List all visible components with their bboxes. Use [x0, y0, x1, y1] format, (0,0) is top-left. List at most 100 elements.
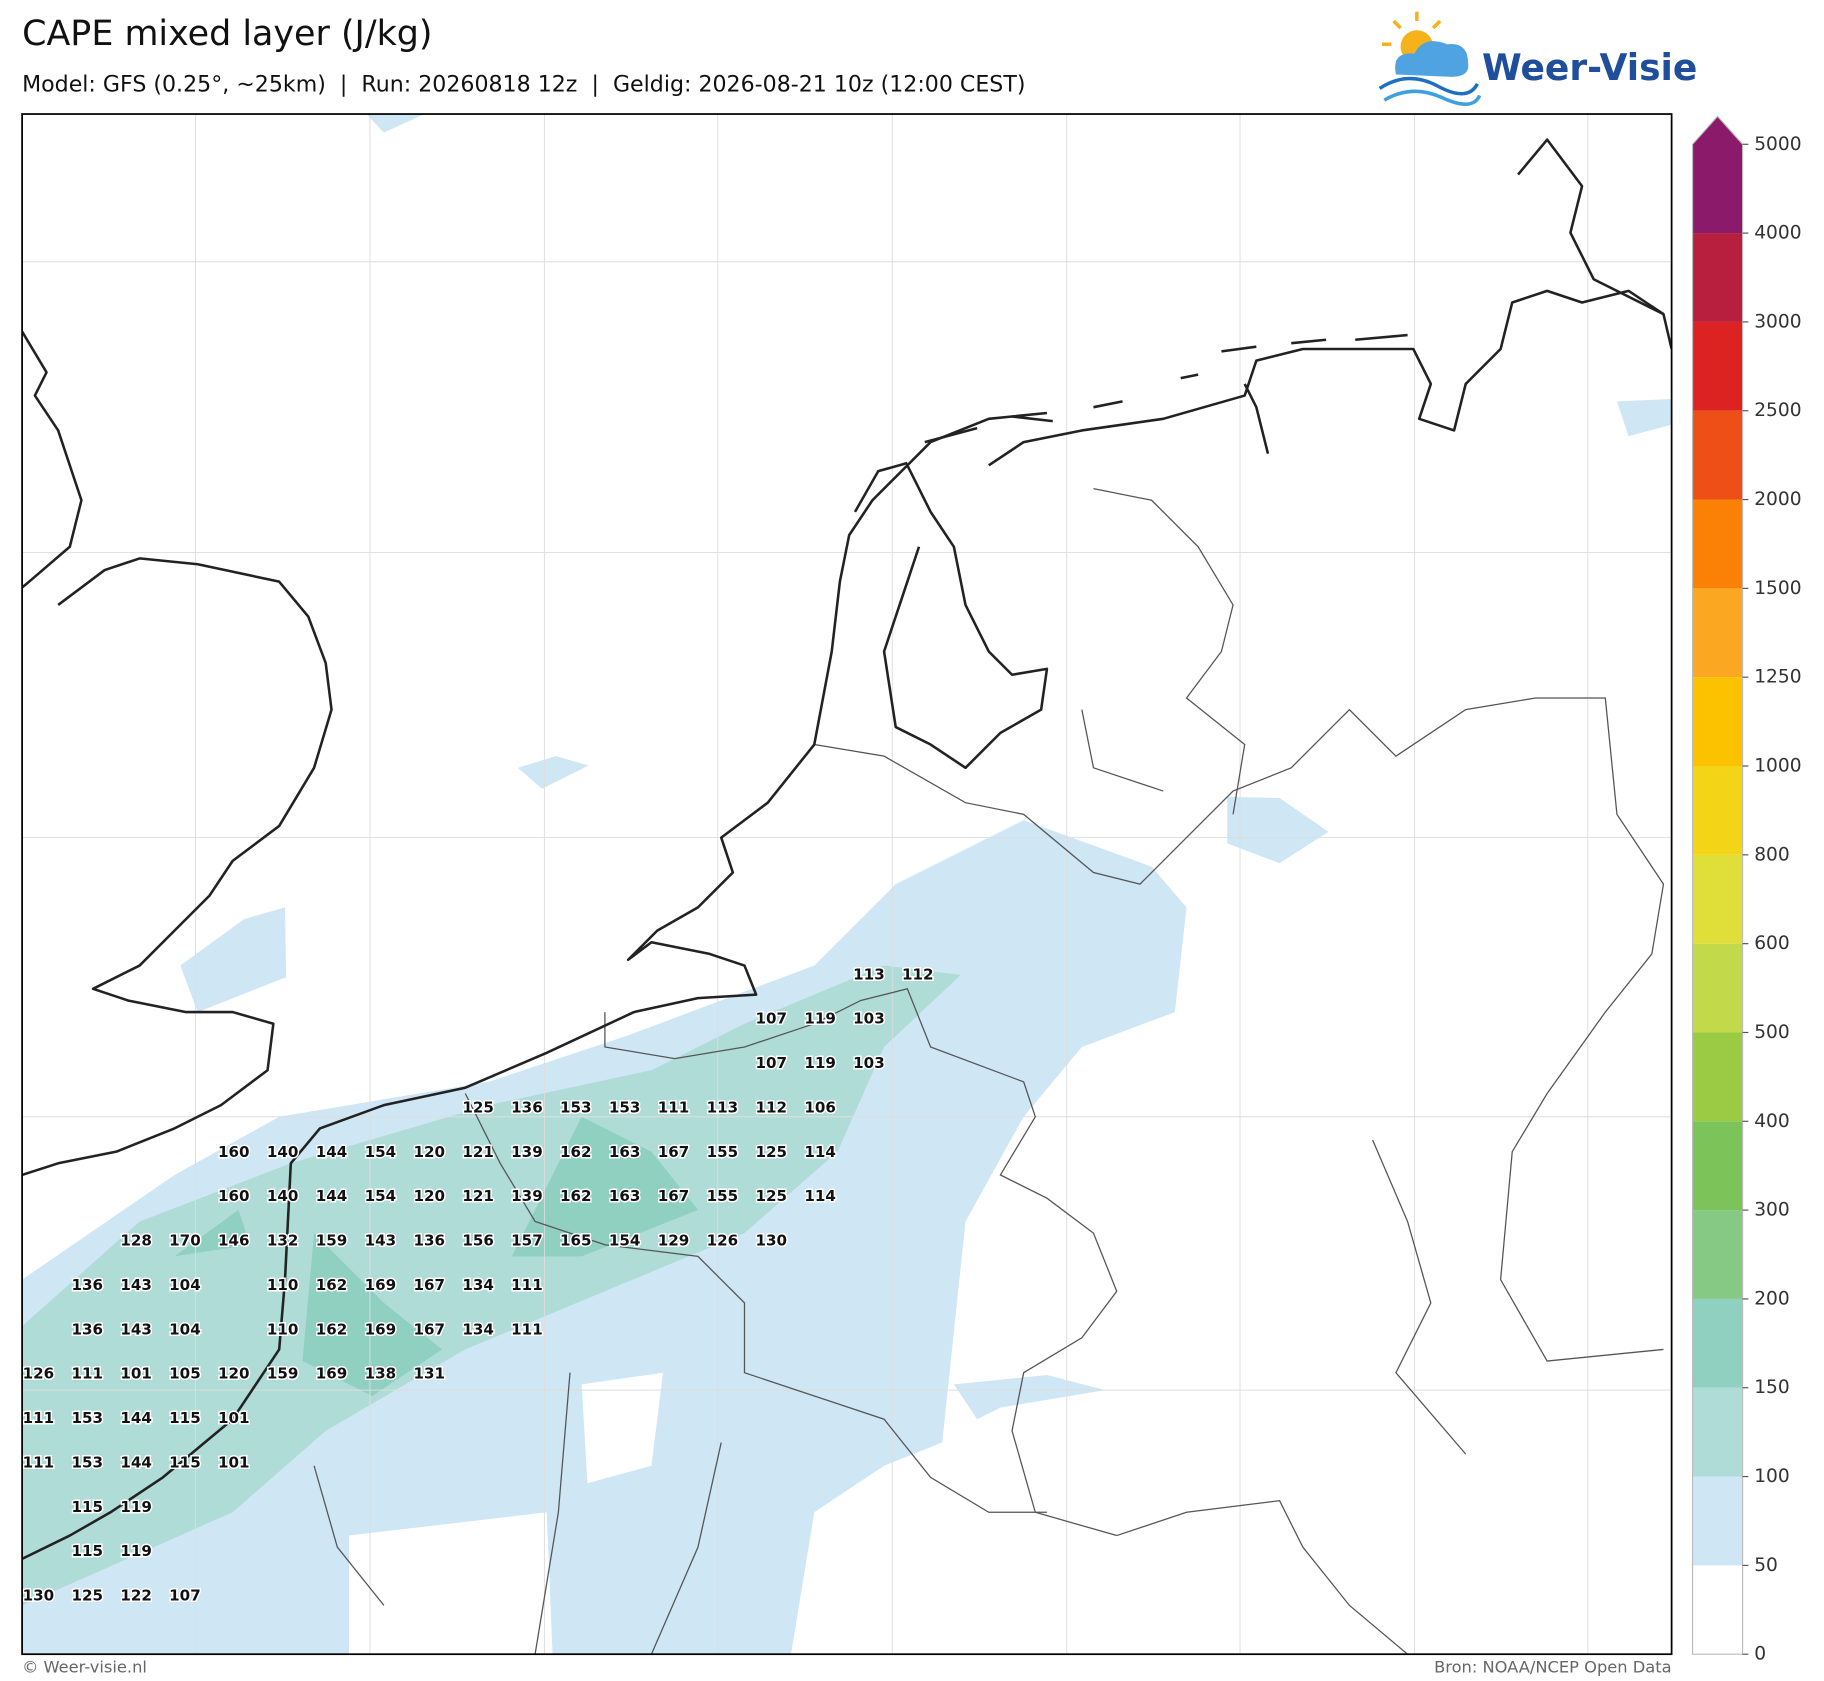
colorbar-outline	[1691, 115, 1744, 1655]
cape-value: 125	[755, 1187, 787, 1205]
cape-value: 169	[316, 1365, 348, 1383]
cape-value: 112	[755, 1098, 787, 1116]
coastlines	[22, 138, 1672, 1560]
cape-value: 163	[609, 1143, 641, 1161]
cape-value: 136	[511, 1098, 543, 1116]
cape-value: 155	[707, 1143, 739, 1161]
cape-value: 169	[365, 1276, 397, 1294]
colorbar: 0 50 100 150 200 300 400 500 600 800 1000 1250 1500 2…	[1691, 115, 1802, 1665]
cape-value: 162	[560, 1143, 592, 1161]
cape-value: 144	[120, 1453, 152, 1471]
colorbar-label: 2000	[1754, 489, 1801, 510]
cape-value: 134	[462, 1320, 494, 1338]
cape-value: 167	[658, 1187, 690, 1205]
cape-value: 126	[707, 1232, 739, 1250]
cape-value: 113	[853, 965, 885, 983]
cape-fill	[22, 114, 1672, 1655]
cape-value: 125	[71, 1586, 103, 1604]
logo-text: Weer-Visie	[1482, 47, 1697, 89]
cape-value: 121	[462, 1143, 494, 1161]
colorbar-segment	[1692, 1298, 1743, 1388]
borders	[313, 487, 1665, 1655]
subtitle: Model: GFS (0.25°, ~25km) | Run: 2026081…	[22, 71, 1025, 97]
cape-value: 113	[707, 1098, 739, 1116]
cape-value: 154	[365, 1187, 397, 1205]
cape-value: 134	[462, 1276, 494, 1294]
colorbar-label: 5000	[1754, 134, 1801, 155]
colorbar-label: 1500	[1754, 578, 1801, 599]
cape-value: 144	[120, 1409, 152, 1427]
cape-value: 170	[169, 1232, 201, 1250]
colorbar-segment	[1692, 943, 1743, 1033]
cape-value: 115	[169, 1409, 201, 1427]
cape-value: 162	[316, 1320, 348, 1338]
map-frame	[21, 113, 1673, 1656]
cape-value: 143	[365, 1232, 397, 1250]
colorbar-label: 3000	[1754, 311, 1801, 332]
cape-value: 144	[316, 1143, 348, 1161]
cape-value: 155	[707, 1187, 739, 1205]
cape-value: 103	[853, 1010, 885, 1028]
cape-value: 114	[804, 1187, 836, 1205]
colorbar-label: 800	[1754, 844, 1790, 865]
cape-value: 153	[71, 1409, 103, 1427]
colorbar-segment	[1692, 321, 1743, 411]
cape-value: 110	[267, 1320, 299, 1338]
cape-value: 169	[365, 1320, 397, 1338]
cape-value: 112	[902, 965, 934, 983]
copyright: © Weer-visie.nl	[22, 1658, 147, 1677]
cape-value: 140	[267, 1143, 299, 1161]
cape-value: 126	[23, 1365, 55, 1383]
colorbar-label: 300	[1754, 1200, 1790, 1221]
cape-value: 136	[71, 1320, 103, 1338]
value-labels: 113 112 107 119 103 107 119 103 125 136 153 153 111 1…	[22, 964, 935, 1606]
cape-value: 110	[267, 1276, 299, 1294]
colorbar-label: 200	[1754, 1288, 1790, 1309]
cape-value: 125	[755, 1143, 787, 1161]
colorbar-label: 4000	[1754, 223, 1801, 244]
logo-sun	[1381, 11, 1442, 46]
cape-value: 153	[71, 1453, 103, 1471]
colorbar-segment	[1692, 588, 1743, 678]
colorbar-label: 2500	[1754, 400, 1801, 421]
cape-value: 136	[71, 1276, 103, 1294]
cape-value: 165	[560, 1232, 592, 1250]
cape-value: 125	[462, 1098, 494, 1116]
cape-value: 104	[169, 1320, 201, 1338]
cape-value: 107	[755, 1010, 787, 1028]
title: CAPE mixed layer (J/kg)	[22, 14, 432, 54]
colorbar-label: 400	[1754, 1111, 1790, 1132]
cape-value: 107	[169, 1586, 201, 1604]
colorbar-segment	[1692, 1121, 1743, 1211]
cape-value: 128	[120, 1232, 152, 1250]
cape-value: 120	[413, 1143, 445, 1161]
cape-value: 111	[23, 1409, 55, 1427]
colorbar-label: 1250	[1754, 667, 1801, 688]
map: 113 112 107 119 103 107 119 103 125 136 153 153 111 1…	[22, 114, 1672, 1655]
cape-value: 119	[120, 1542, 152, 1560]
cape-value: 115	[71, 1542, 103, 1560]
cape-value: 120	[413, 1187, 445, 1205]
cape-value: 167	[413, 1276, 445, 1294]
colorbar-label: 500	[1754, 1022, 1790, 1043]
colorbar-segment	[1692, 1476, 1743, 1566]
cape-value: 167	[658, 1143, 690, 1161]
cape-value: 111	[23, 1453, 55, 1471]
colorbar-segment	[1692, 410, 1743, 500]
cape-value: 160	[218, 1187, 250, 1205]
cape-value: 153	[560, 1098, 592, 1116]
logo: Weer-Visie	[1378, 11, 1697, 106]
cape-value: 132	[267, 1232, 299, 1250]
cape-value: 140	[267, 1187, 299, 1205]
cape-value: 143	[120, 1276, 152, 1294]
cape-value: 160	[218, 1143, 250, 1161]
cape-value: 119	[120, 1498, 152, 1516]
cape-value: 114	[804, 1143, 836, 1161]
cape-value: 101	[218, 1409, 250, 1427]
cape-value: 103	[853, 1054, 885, 1072]
colorbar-segment	[1692, 1387, 1743, 1477]
cape-value: 111	[511, 1276, 543, 1294]
colorbar-extension	[1692, 116, 1743, 234]
colorbar-segment	[1692, 233, 1743, 322]
